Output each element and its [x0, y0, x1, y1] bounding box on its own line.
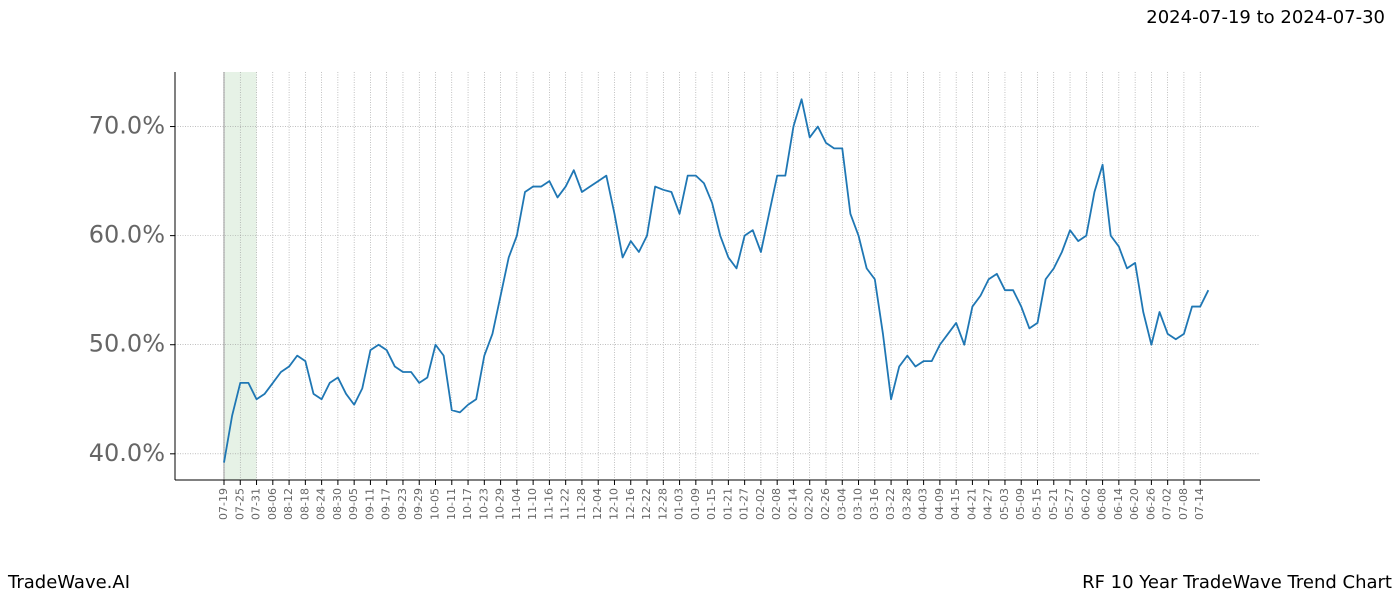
x-tick-label: 08-06 — [266, 488, 279, 520]
x-tick-label: 06-20 — [1128, 488, 1141, 520]
x-tick-label: 02-26 — [819, 488, 832, 520]
x-tick-label: 05-03 — [998, 488, 1011, 520]
x-tick-label: 01-09 — [689, 488, 702, 520]
x-tick-label: 08-24 — [315, 488, 328, 520]
x-tick-label: 11-10 — [526, 488, 539, 520]
x-tick-label: 11-28 — [575, 488, 588, 520]
x-tick-label: 04-15 — [949, 488, 962, 520]
x-tick-label: 07-31 — [250, 488, 263, 520]
x-tick-label: 12-22 — [640, 488, 653, 520]
y-tick-label: 40.0% — [89, 439, 165, 467]
x-tick-label: 11-04 — [510, 488, 523, 520]
x-tick-label: 07-14 — [1193, 488, 1206, 520]
x-tick-label: 07-02 — [1161, 488, 1174, 520]
x-tick-label: 11-16 — [542, 488, 555, 520]
x-tick-label: 02-02 — [754, 488, 767, 520]
x-tick-label: 04-09 — [933, 488, 946, 520]
x-tick-label: 09-17 — [380, 488, 393, 520]
x-tick-label: 08-18 — [298, 488, 311, 520]
x-tick-label: 10-11 — [445, 488, 458, 520]
y-tick-label: 70.0% — [89, 112, 165, 140]
x-tick-label: 01-15 — [705, 488, 718, 520]
subtitle: 2024-07-19 to 2024-07-30 — [1146, 7, 1385, 28]
x-tick-label: 03-16 — [868, 488, 881, 520]
x-tick-label: 12-28 — [656, 488, 669, 520]
x-tick-label: 08-12 — [282, 488, 295, 520]
x-tick-label: 01-21 — [721, 488, 734, 520]
x-tick-label: 10-23 — [477, 488, 490, 520]
x-tick-label: 10-17 — [461, 488, 474, 520]
x-tick-label: 12-04 — [591, 488, 604, 520]
x-tick-label: 05-15 — [1031, 488, 1044, 520]
x-tick-label: 03-10 — [852, 488, 865, 520]
x-tick-label: 06-14 — [1112, 488, 1125, 520]
y-tick-label: 60.0% — [89, 221, 165, 249]
line-series — [223, 98, 1210, 463]
y-tick-label: 50.0% — [89, 330, 165, 358]
x-tick-label: 12-10 — [607, 488, 620, 520]
x-tick-label: 10-29 — [494, 488, 507, 520]
x-tick-label: 06-08 — [1096, 488, 1109, 520]
x-tick-label: 01-27 — [738, 488, 751, 520]
x-tick-label: 05-27 — [1063, 488, 1076, 520]
footer-left: TradeWave.AI — [7, 572, 130, 593]
x-tick-label: 07-08 — [1177, 488, 1190, 520]
x-tick-label: 05-21 — [1047, 488, 1060, 520]
x-tick-label: 02-14 — [786, 488, 799, 520]
x-tick-label: 09-23 — [396, 488, 409, 520]
highlight-span — [224, 72, 257, 480]
x-tick-label: 04-21 — [965, 488, 978, 520]
x-tick-label: 09-29 — [412, 488, 425, 520]
x-tick-label: 04-27 — [982, 488, 995, 520]
x-tick-label: 03-28 — [900, 488, 913, 520]
x-tick-label: 07-25 — [233, 488, 246, 520]
x-tick-label: 06-26 — [1144, 488, 1157, 520]
x-tick-label: 04-03 — [917, 488, 930, 520]
x-tick-label: 02-08 — [770, 488, 783, 520]
x-tick-label: 07-19 — [217, 488, 230, 520]
x-tick-label: 11-22 — [559, 488, 572, 520]
x-tick-label: 05-09 — [1014, 488, 1027, 520]
x-tick-label: 03-22 — [884, 488, 897, 520]
x-tick-label: 03-04 — [835, 488, 848, 520]
x-tick-label: 10-05 — [429, 488, 442, 520]
x-tick-label: 02-20 — [803, 488, 816, 520]
x-tick-label: 09-11 — [363, 488, 376, 520]
x-tick-label: 01-03 — [673, 488, 686, 520]
x-tick-label: 09-05 — [347, 488, 360, 520]
x-tick-label: 08-30 — [331, 488, 344, 520]
footer-right: RF 10 Year TradeWave Trend Chart — [1082, 572, 1392, 593]
x-tick-label: 06-02 — [1079, 488, 1092, 520]
x-tick-label: 12-16 — [624, 488, 637, 520]
